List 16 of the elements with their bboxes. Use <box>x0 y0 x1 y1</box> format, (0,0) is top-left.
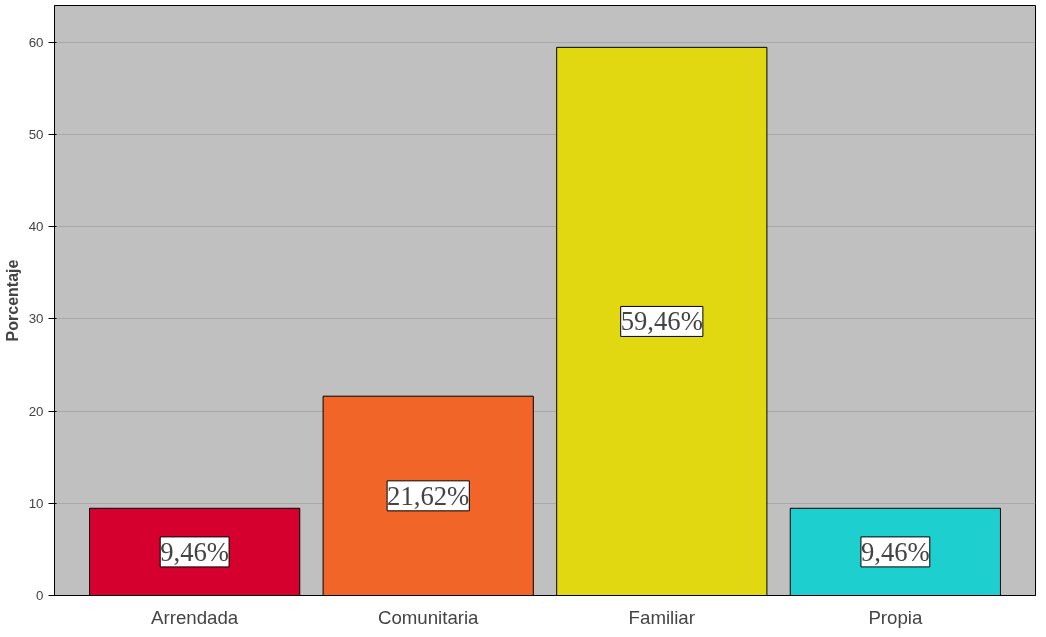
data-label: 59,46% <box>620 306 703 337</box>
data-label: 9,46% <box>860 536 930 567</box>
y-tick-label: 0 <box>36 588 44 603</box>
y-tick-label: 40 <box>28 219 44 235</box>
y-axis-title: Porcentaje <box>3 259 21 342</box>
y-tick-label: 30 <box>28 311 44 327</box>
y-tick-label: 20 <box>28 403 44 419</box>
x-tick-label: Arrendada <box>151 606 239 628</box>
data-label: 9,46% <box>160 536 230 567</box>
x-tick-label: Propia <box>868 606 923 628</box>
y-tick-label: 10 <box>28 495 44 511</box>
x-tick-label: Comunitaria <box>377 606 480 628</box>
y-tick-label: 50 <box>28 127 44 143</box>
data-label: 21,62% <box>387 480 470 511</box>
x-tick-label: Familiar <box>628 606 695 628</box>
y-tick-label: 60 <box>28 34 44 50</box>
